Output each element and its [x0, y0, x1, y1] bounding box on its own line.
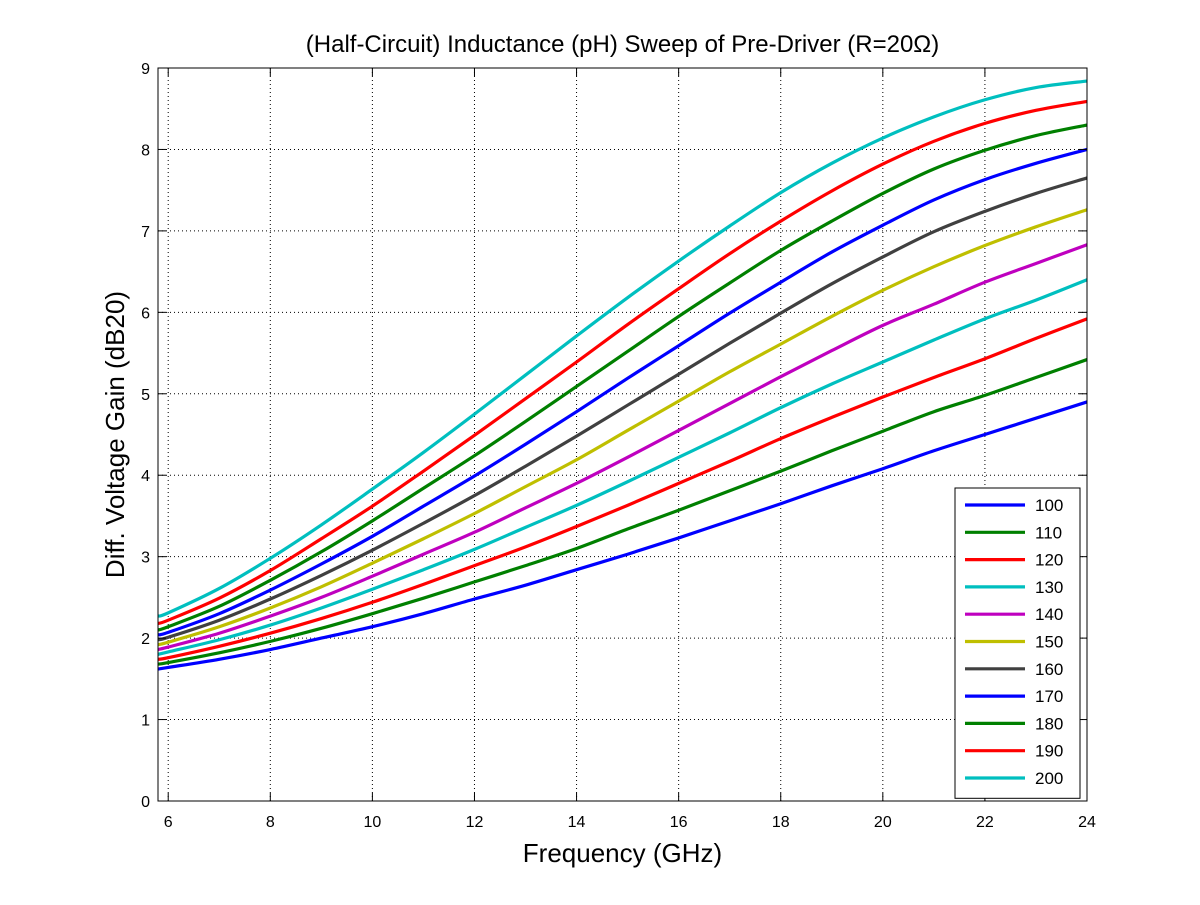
y-tick-label: 5: [141, 387, 150, 404]
series-line-150: [157, 208, 1088, 647]
legend-box: [954, 487, 1081, 799]
legend-label-150: 150: [1035, 633, 1063, 652]
y-tick-label: 2: [141, 631, 150, 648]
y-tick-label: 6: [141, 305, 150, 322]
series-line-120: [157, 317, 1088, 661]
legend: 100 110 120 130 140 150 160 170 180 190 200: [954, 487, 1081, 799]
x-tick-label: 20: [874, 814, 892, 831]
legend-label-180: 180: [1035, 714, 1063, 733]
legend-label-170: 170: [1035, 687, 1063, 706]
legend-label-110: 110: [1035, 523, 1062, 542]
series-line-190: [157, 99, 1088, 626]
series-line-110: [157, 358, 1088, 666]
y-tick-label: 8: [141, 142, 150, 159]
series-layer: [157, 79, 1088, 671]
y-axis-label: Diff. Voltage Gain (dB20): [100, 291, 130, 578]
legend-label-120: 120: [1035, 551, 1063, 570]
series-line-170: [157, 147, 1088, 637]
series-line-100: [157, 400, 1088, 671]
legend-label-160: 160: [1035, 660, 1063, 679]
y-tick-label: 0: [141, 794, 150, 811]
legend-label-190: 190: [1035, 742, 1063, 761]
legend-label-100: 100: [1035, 496, 1063, 515]
y-tick-label: 4: [141, 468, 150, 485]
series-line-200: [157, 79, 1088, 618]
x-tick-label: 14: [568, 814, 586, 831]
legend-label-130: 130: [1035, 578, 1063, 597]
x-tick-label: 6: [164, 814, 173, 831]
legend-label-140: 140: [1035, 605, 1063, 624]
x-axis-label: Frequency (GHz): [523, 838, 722, 868]
x-tick-label: 12: [466, 814, 484, 831]
x-tick-label: 8: [266, 814, 275, 831]
y-tick-label: 9: [141, 61, 150, 78]
x-tick-label: 10: [363, 814, 381, 831]
series-line-130: [157, 278, 1088, 656]
x-tick-label: 22: [976, 814, 994, 831]
x-tick-label: 24: [1078, 814, 1096, 831]
series-line-180: [157, 123, 1088, 632]
y-tick-label: 3: [141, 550, 150, 567]
chart-title: (Half-Circuit) Inductance (pH) Sweep of …: [306, 31, 939, 58]
y-tick-label: 1: [141, 713, 150, 730]
x-tick-label: 16: [670, 814, 688, 831]
x-tick-label: 18: [772, 814, 790, 831]
y-tick-label: 7: [141, 224, 150, 241]
legend-label-200: 200: [1035, 769, 1063, 788]
plot-frame: [157, 67, 1088, 802]
series-line-160: [157, 176, 1088, 642]
series-line-140: [157, 243, 1088, 652]
